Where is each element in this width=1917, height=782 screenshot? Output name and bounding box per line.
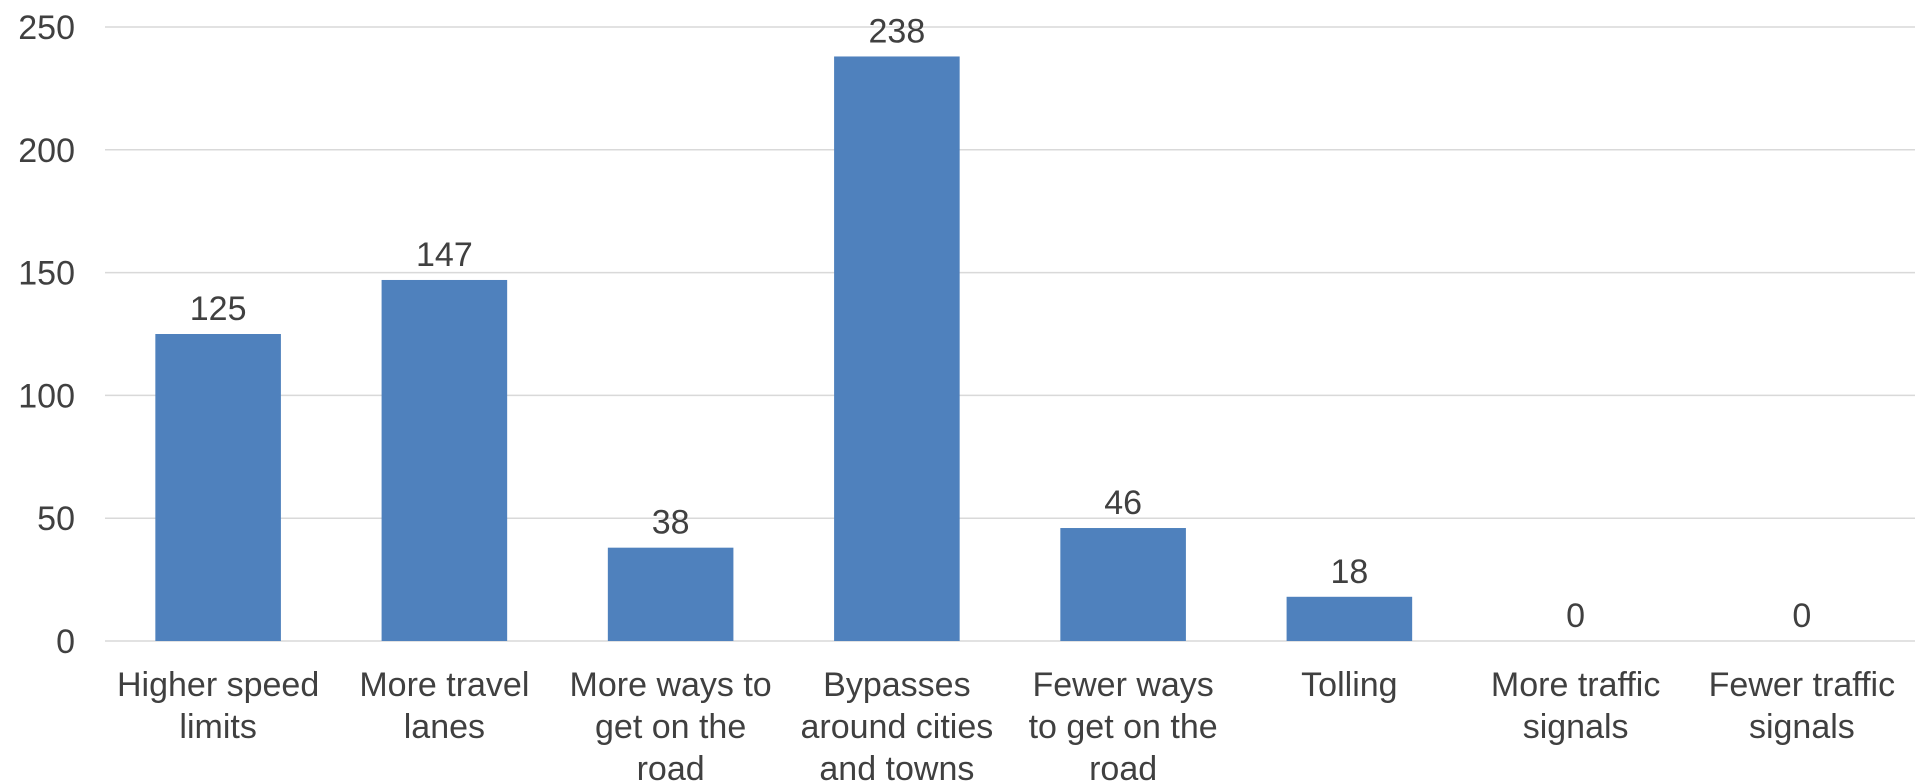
bar [1286, 596, 1413, 641]
bar [155, 334, 281, 641]
data-label: 46 [1104, 484, 1142, 522]
y-tick-label: 150 [18, 255, 75, 293]
y-tick-label: 250 [18, 9, 75, 47]
data-label: 238 [869, 12, 926, 50]
y-tick-label: 200 [18, 132, 75, 170]
data-labels: 125 147 38 238 46 18 0 0 [190, 12, 1812, 635]
y-tick-label: 0 [56, 623, 75, 661]
category-label: Higher speed limits [117, 666, 319, 746]
y-axis-tick-labels: 0 50 100 150 200 250 [18, 9, 75, 661]
category-label: More travel lanes [359, 666, 529, 746]
category-label: Fewer traffic signals [1709, 666, 1895, 746]
data-label: 18 [1330, 553, 1368, 591]
data-label: 38 [652, 504, 690, 542]
data-label: 147 [416, 236, 473, 274]
category-label: More traffic signals [1491, 666, 1660, 746]
category-label: Tolling [1301, 666, 1397, 704]
x-axis-category-labels: Higher speed limits More travel lanes More w… [117, 666, 1895, 782]
category-label: Bypasses around cities and towns [800, 666, 993, 782]
y-tick-label: 100 [18, 377, 75, 415]
bar [834, 56, 960, 642]
y-tick-label: 50 [37, 500, 75, 538]
data-label: 0 [1792, 597, 1811, 635]
gridlines [105, 26, 1915, 642]
category-label: Fewer ways to get on the road [1029, 666, 1218, 782]
bars [155, 56, 1413, 642]
category-label: More ways to get on the road [570, 666, 772, 782]
bar [607, 547, 734, 641]
data-label: 125 [190, 290, 247, 328]
bar [381, 279, 508, 641]
data-label: 0 [1566, 597, 1585, 635]
bar [1060, 528, 1186, 641]
